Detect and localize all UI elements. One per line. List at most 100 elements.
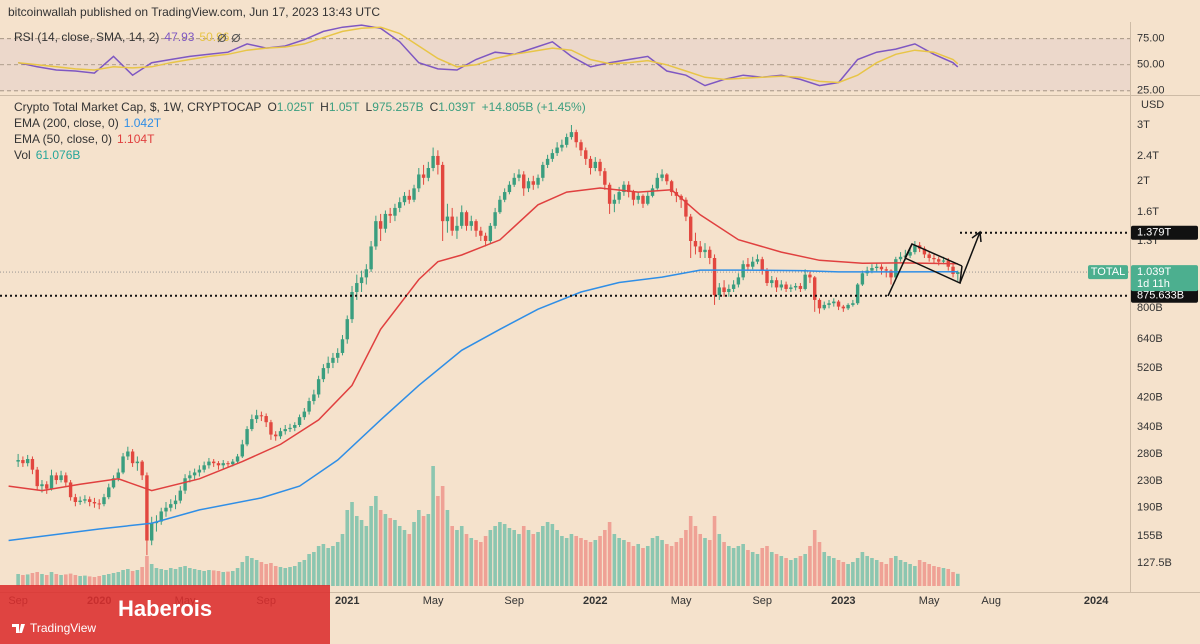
legend-key: L: [366, 100, 373, 114]
candle-body: [254, 415, 259, 420]
candle-body: [388, 213, 392, 216]
candle-body: [512, 177, 516, 185]
candle-body: [688, 216, 693, 241]
x-tick-label: May: [919, 595, 940, 607]
candle-body: [541, 164, 545, 178]
legend-row: RSI (14, close, SMA, 14, 2) 47.93 50.96: [14, 30, 230, 44]
candle-body: [579, 142, 583, 151]
volume-bar: [660, 540, 664, 586]
volume-bar: [364, 526, 369, 586]
volume-bar: [254, 560, 259, 586]
price-pane: [0, 124, 1130, 586]
legend-row: EMA (50, close, 0) 1.104T: [14, 132, 155, 146]
candle-body: [64, 475, 68, 483]
candle-body: [922, 248, 927, 255]
volume-bar: [731, 548, 736, 586]
rsi-line: [17, 24, 959, 87]
volume-bar: [378, 510, 383, 586]
candle-body: [312, 394, 316, 402]
candle-body: [359, 277, 364, 284]
y-tick-label: 75.00: [1137, 33, 1165, 45]
volume-bar: [851, 562, 855, 586]
volume-bar: [326, 548, 330, 586]
volume-bar: [235, 568, 240, 586]
volume-bar: [354, 516, 359, 586]
candle-body: [665, 174, 669, 182]
candle-body: [536, 177, 540, 185]
candle-body: [607, 184, 612, 204]
volume-bar: [874, 560, 879, 586]
breakout-arrow: [959, 231, 981, 284]
volume-bar: [278, 567, 283, 586]
volume-bar: [917, 560, 922, 586]
candle-body: [798, 285, 803, 289]
volume-bar: [798, 556, 803, 586]
candle-body: [78, 500, 82, 503]
volume-bar: [617, 538, 621, 586]
volume-bar: [717, 534, 722, 586]
candle-body: [245, 429, 249, 445]
candle-body: [121, 456, 125, 473]
candle-body: [641, 195, 645, 204]
candle-body: [221, 463, 225, 466]
candle-body: [793, 285, 798, 288]
candle-body: [498, 199, 502, 213]
volume-bar: [779, 556, 784, 586]
volume-bar: [641, 548, 645, 586]
candle-body: [703, 249, 707, 253]
volume-bar: [173, 569, 178, 586]
volume-bar: [612, 534, 617, 586]
volume-bar: [436, 496, 440, 586]
legends: Crypto Total Market Cap, $, 1W, CRYPTOCA…: [14, 30, 586, 162]
candle-body: [889, 270, 893, 278]
banner-text: Haberois: [118, 596, 212, 621]
legend-title: RSI (14, close, SMA, 14, 2): [14, 30, 159, 44]
volume-bar: [369, 506, 373, 586]
candle-body: [169, 504, 173, 508]
candle-body: [708, 249, 712, 258]
candle-body: [770, 280, 774, 284]
candle-body: [932, 257, 936, 260]
publish-header: bitcoinwallah published on TradingView.c…: [8, 5, 380, 19]
volume-bar: [488, 530, 493, 586]
candle-body: [545, 158, 550, 165]
candle-body: [698, 246, 702, 253]
volume-bar: [607, 522, 612, 586]
volume-bar: [464, 534, 469, 586]
candle-body: [49, 475, 54, 489]
volume-bar: [674, 542, 679, 586]
volume-bar: [541, 526, 545, 586]
volume-bar: [459, 526, 464, 586]
candle-body: [178, 490, 183, 501]
candle-body: [207, 461, 211, 466]
candle-body: [126, 451, 130, 457]
volume-bar: [574, 536, 579, 586]
volume-bar: [83, 575, 87, 586]
volume-bar: [393, 520, 397, 586]
volume-bar: [302, 560, 307, 586]
candle-body: [149, 523, 154, 541]
volume-bar: [335, 542, 340, 586]
candle-body: [832, 301, 836, 304]
volume-bar: [789, 560, 793, 586]
volume-bar: [669, 546, 674, 586]
candle-body: [283, 429, 287, 432]
y-tick-label: 3T: [1137, 119, 1150, 131]
candle-body: [269, 422, 273, 435]
candle-body: [274, 434, 278, 437]
volume-bar: [836, 560, 841, 586]
level-label: 875.633B: [1137, 290, 1184, 302]
candle-body: [355, 283, 359, 292]
volume-bar: [583, 540, 588, 586]
candle-body: [116, 472, 120, 479]
candle-body: [369, 246, 373, 270]
arrow-head: [971, 230, 982, 243]
legend-change: +14.805B (+1.45%): [482, 100, 586, 114]
volume-bar: [712, 516, 717, 586]
candle-body: [350, 291, 354, 320]
candle-body: [40, 484, 44, 487]
candle-body: [226, 463, 230, 465]
candle-body: [669, 181, 674, 193]
y-tick-label: 127.5B: [1137, 557, 1172, 569]
volume-bar: [87, 576, 92, 586]
